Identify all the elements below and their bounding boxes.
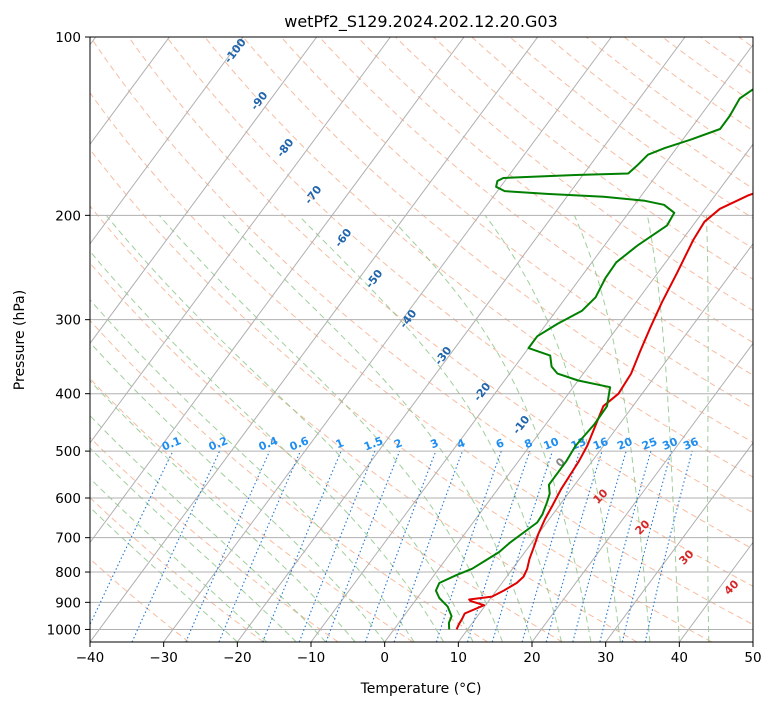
mixing-ratio-line [572,450,627,642]
mixing-ratio-line [621,450,672,642]
y-tick-label: 300 [55,313,81,329]
mixing-ratio-label: 36 [681,435,700,453]
plot-frame [89,36,754,643]
mixing-ratio-label: 20 [615,435,634,453]
isotherm-line [90,37,244,245]
moist-adiabat-line [646,215,680,642]
mixing-ratio-label: 1 [334,436,346,451]
y-tick-label: 100 [55,30,81,46]
mixing-ratio-line [325,450,401,642]
profile-lines [434,88,753,630]
mixing-ratio-line [218,450,301,642]
plot-background [90,37,753,642]
isotherm-line [163,37,612,642]
mixing-ratio-line [364,450,437,642]
isotherm-line [90,37,170,146]
mixing-ratio-line [298,450,376,642]
moist-adiabat-line [298,214,562,642]
dry-adiabat-line [90,37,753,587]
mixing-ratio-line [393,450,463,642]
mixing-ratio-label: 8 [523,436,535,451]
isotherm-line [457,242,753,642]
dry-adiabat-line [90,205,638,642]
moist-adiabat-line [105,214,474,642]
y-tick-label: 900 [55,595,81,611]
y-tick-label: 600 [55,491,81,507]
moist-adiabat-line [706,215,710,642]
y-tick-label: 800 [55,565,81,581]
x-tick-label: −30 [149,650,178,666]
y-tick-label: 1000 [47,622,81,638]
isotherm-line [236,37,686,642]
mixing-ratio-label: 3 [429,436,441,451]
mixing-ratio-label: 10 [542,435,561,453]
isotherm-line [90,37,318,345]
y-tick-label: 400 [55,387,81,403]
moist-adiabat-line [90,506,238,642]
x-tick-label: 10 [450,650,467,666]
x-tick-label: 0 [380,650,389,666]
dry-adiabat-line [90,148,712,642]
isotherm-line [90,37,391,444]
mixing-ratio-line [545,450,603,642]
x-tick-label: 50 [744,650,761,666]
x-axis-ticks: −40 −30 −20 −10 0 10 20 30 40 50 [76,642,762,666]
moist-adiabat-line [222,214,533,642]
y-tick-label: 500 [55,444,81,460]
moist-adiabat-line [573,215,651,642]
mixing-ratio-label: 30 [661,435,680,453]
mixing-ratio-line [521,450,581,642]
chart-title: wetPf2_S129.2024.202.12.20.G03 [284,12,558,32]
mixing-ratio-line [644,450,693,642]
isotherm-line [605,442,753,642]
moist-adiabat-line [90,250,445,642]
mixing-ratio-line [466,450,531,642]
dry-adiabat-line [318,37,753,376]
moist-adiabat-line [90,341,386,642]
y-tick-label: 700 [55,531,81,547]
moist-adiabat-line [387,214,592,642]
x-tick-label: −10 [297,650,326,666]
isotherm-line [90,37,539,642]
moist-adiabat-line [90,299,415,642]
mixing-ratio-line [185,450,271,642]
moist-adiabat-line [90,477,268,642]
x-axis-label: Temperature (°C) [360,681,482,697]
mixing-ratio-line [599,450,652,642]
isotherm-line [90,37,465,544]
y-tick-label: 200 [55,208,81,224]
dry-adiabat-line [280,37,753,409]
mixing-ratio-label: 25 [640,435,659,453]
dry-adiabat-line [357,37,753,344]
y-axis-label: Pressure (hPa) [12,290,28,390]
moist-adiabat-line [90,447,297,642]
x-tick-label: −20 [223,650,252,666]
isotherm-line [384,143,753,642]
x-tick-label: 40 [671,650,688,666]
mixing-ratio-label: 16 [591,435,610,453]
mixing-ratio-label: 2 [392,436,404,451]
dry-adiabat-line [90,91,753,626]
dry-adiabat-line [90,262,563,642]
dry-adiabat-line [90,377,414,642]
x-tick-label: 30 [597,650,614,666]
mixing-ratio-line [262,450,342,642]
x-tick-label: 20 [523,650,540,666]
y-axis-ticks: 1000 900 800 700 600 500 400 300 200 100 [47,30,90,638]
moist-adiabat-line [484,215,621,642]
temperature-line [455,192,753,630]
dewpoint-line [434,88,753,630]
mixing-ratio-line [491,450,554,642]
x-tick-label: −40 [76,650,105,666]
moist-adiabat-line [158,214,503,642]
isotherm-line [531,342,753,642]
moist-adiabat-line [90,414,327,642]
dry-adiabat-line [128,37,753,550]
mixing-ratio-line [435,450,502,642]
moist-adiabat-line [90,380,356,642]
